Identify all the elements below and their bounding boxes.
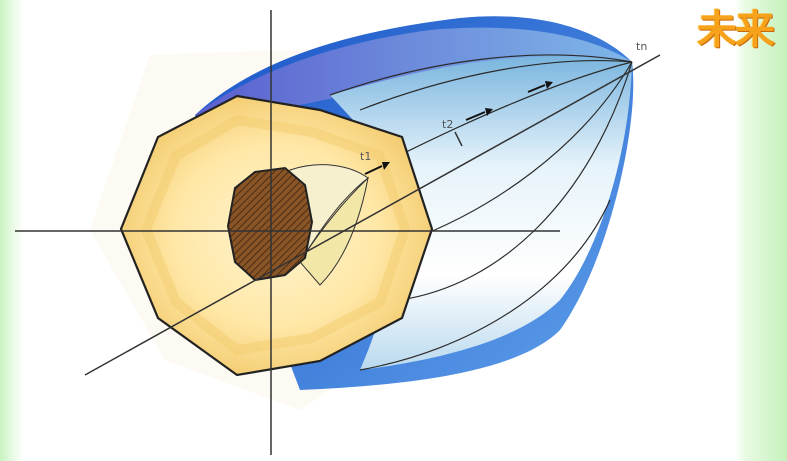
arrow-t1 <box>364 162 390 175</box>
cone-line-4 <box>409 61 633 241</box>
label-t1: t1 <box>360 150 371 163</box>
cone-line-3 <box>389 61 633 161</box>
cone-top-band <box>195 27 632 118</box>
cone-line-6 <box>359 199 611 371</box>
cone-line-1 <box>329 54 633 96</box>
label-t2: t2 <box>442 118 453 131</box>
diagonal-growth-axis <box>84 54 661 376</box>
inner-core-octagon <box>226 166 314 282</box>
cone-line-5 <box>399 61 633 301</box>
arrow-t2 <box>465 108 493 121</box>
label-tn: tn <box>636 40 647 53</box>
title-future: 未来 <box>697 7 775 53</box>
octagon-inner-shade <box>140 114 411 356</box>
cone-line-2 <box>359 60 633 111</box>
arrow-3 <box>527 81 553 93</box>
t2-tick <box>454 131 463 147</box>
